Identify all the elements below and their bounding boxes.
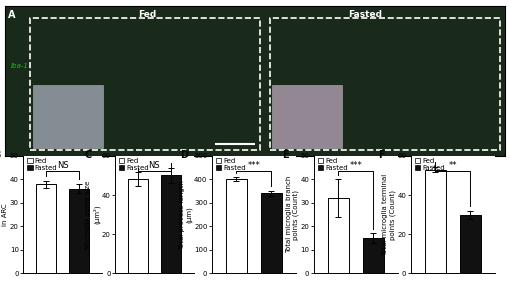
Bar	[459, 215, 480, 273]
Y-axis label: Number of microglia
in ARC: Number of microglia in ARC	[0, 179, 8, 250]
Y-axis label: Total microglia branch
points (Count): Total microglia branch points (Count)	[285, 176, 298, 253]
Bar	[160, 176, 180, 273]
Text: Fed: Fed	[138, 10, 156, 19]
Text: ***: ***	[349, 161, 361, 170]
Text: **: **	[447, 161, 456, 170]
Y-axis label: Total microglia terminal
points (Count): Total microglia terminal points (Count)	[382, 173, 395, 256]
Text: A: A	[8, 10, 15, 20]
Bar	[327, 198, 348, 273]
Bar	[36, 184, 56, 273]
Bar	[30, 18, 260, 150]
Legend: Fed, Fasted: Fed, Fasted	[215, 157, 246, 171]
Bar	[423, 170, 445, 273]
Bar	[69, 189, 89, 273]
Legend: Fed, Fasted: Fed, Fasted	[26, 157, 58, 171]
Y-axis label: Total process length
(μm): Total process length (μm)	[179, 180, 192, 250]
Bar	[128, 179, 148, 273]
Y-axis label: Microglia soma size
(μm²): Microglia soma size (μm²)	[86, 181, 100, 249]
Text: Fasted: Fasted	[347, 10, 381, 19]
Text: NS: NS	[56, 161, 68, 170]
Bar	[260, 193, 281, 273]
Bar	[225, 179, 246, 273]
Legend: Fed, Fasted: Fed, Fasted	[118, 157, 150, 171]
Bar	[272, 85, 342, 148]
Bar	[269, 18, 499, 150]
Legend: Fed, Fasted: Fed, Fasted	[317, 157, 348, 171]
Text: E: E	[281, 150, 288, 160]
Legend: Fed, Fasted: Fed, Fasted	[413, 157, 445, 171]
Text: F: F	[378, 150, 384, 160]
Text: C: C	[84, 150, 92, 160]
Text: D: D	[179, 150, 187, 160]
Text: ***: ***	[247, 161, 260, 170]
Text: NS: NS	[148, 161, 160, 170]
Bar	[362, 238, 383, 273]
Text: Iba-1: Iba-1	[11, 63, 29, 69]
Bar	[33, 85, 102, 148]
